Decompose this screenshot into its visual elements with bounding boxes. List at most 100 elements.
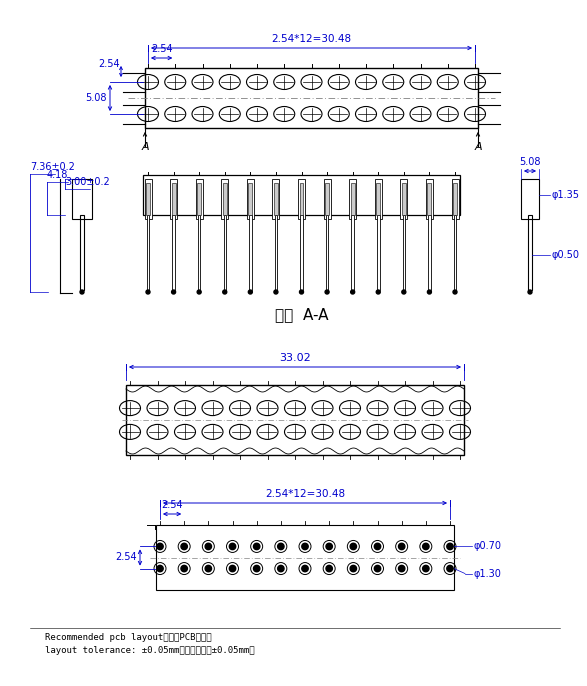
Bar <box>248 183 252 215</box>
Circle shape <box>350 565 356 571</box>
Text: φ1.30: φ1.30 <box>473 569 501 578</box>
Bar <box>247 179 254 219</box>
Circle shape <box>230 565 236 571</box>
Text: 5.08: 5.08 <box>86 93 107 103</box>
Bar <box>351 183 355 215</box>
Text: φ0.50: φ0.50 <box>551 250 579 260</box>
Circle shape <box>181 543 187 549</box>
Bar <box>173 215 175 290</box>
Bar <box>300 215 303 290</box>
Text: 4.18: 4.18 <box>47 170 68 180</box>
Bar <box>197 183 201 215</box>
Text: A: A <box>141 142 149 152</box>
Bar <box>453 183 457 215</box>
Bar <box>376 183 380 215</box>
Bar <box>426 179 433 219</box>
Text: 2.54*12=30.48: 2.54*12=30.48 <box>271 34 352 44</box>
Bar <box>400 179 407 219</box>
Text: 5.08: 5.08 <box>519 157 541 167</box>
Bar <box>249 215 252 290</box>
Bar <box>143 175 460 215</box>
Circle shape <box>205 565 211 571</box>
Circle shape <box>402 290 406 294</box>
Text: A: A <box>474 142 482 152</box>
Bar <box>198 215 200 290</box>
Circle shape <box>171 290 176 294</box>
Bar <box>402 183 406 215</box>
Bar <box>454 215 456 290</box>
Circle shape <box>278 543 284 549</box>
Circle shape <box>453 290 457 294</box>
Text: 2.54: 2.54 <box>116 552 137 563</box>
Circle shape <box>399 543 405 549</box>
Circle shape <box>157 565 163 571</box>
Bar <box>221 179 228 219</box>
Circle shape <box>254 565 260 571</box>
Bar <box>375 179 382 219</box>
Text: 2.54: 2.54 <box>161 500 183 510</box>
Circle shape <box>146 290 150 294</box>
Text: 2.54*12=30.48: 2.54*12=30.48 <box>265 489 345 499</box>
Circle shape <box>447 565 453 571</box>
Text: 33.02: 33.02 <box>279 353 311 363</box>
Circle shape <box>302 565 308 571</box>
Circle shape <box>80 290 84 294</box>
Bar <box>326 215 328 290</box>
Text: 7.36±0.2: 7.36±0.2 <box>30 162 75 172</box>
Bar <box>427 183 431 215</box>
Circle shape <box>157 543 163 549</box>
Circle shape <box>350 290 355 294</box>
Circle shape <box>302 543 308 549</box>
Text: φ1.35: φ1.35 <box>551 190 579 200</box>
Text: φ0.70: φ0.70 <box>473 541 501 552</box>
Circle shape <box>423 543 429 549</box>
Bar <box>145 68 478 128</box>
Bar <box>377 215 380 290</box>
Circle shape <box>326 543 332 549</box>
Text: 截面  A-A: 截面 A-A <box>275 307 328 322</box>
Bar <box>352 215 354 290</box>
Bar <box>144 179 151 219</box>
Circle shape <box>528 290 532 294</box>
Text: 2.54: 2.54 <box>151 44 173 54</box>
Bar <box>521 179 539 219</box>
Circle shape <box>254 543 260 549</box>
Bar <box>528 215 532 290</box>
Bar <box>171 183 176 215</box>
Text: 3.00±0.2: 3.00±0.2 <box>65 177 110 187</box>
Bar <box>272 179 279 219</box>
Bar <box>428 215 431 290</box>
Circle shape <box>325 290 329 294</box>
Bar <box>299 183 303 215</box>
Bar <box>298 179 305 219</box>
Circle shape <box>375 543 381 549</box>
Text: 2.54: 2.54 <box>98 59 120 69</box>
Circle shape <box>197 290 201 294</box>
Circle shape <box>205 543 211 549</box>
Bar <box>72 179 92 219</box>
Bar <box>170 179 177 219</box>
Circle shape <box>399 565 405 571</box>
Circle shape <box>222 290 227 294</box>
Bar <box>403 215 405 290</box>
Circle shape <box>447 543 453 549</box>
Circle shape <box>274 290 278 294</box>
Bar <box>325 183 329 215</box>
Bar <box>146 183 150 215</box>
Circle shape <box>376 290 380 294</box>
Text: Recommended pcb layout＜推荐PCB布局＞: Recommended pcb layout＜推荐PCB布局＞ <box>45 633 212 642</box>
Bar <box>323 179 330 219</box>
Circle shape <box>375 565 381 571</box>
Circle shape <box>299 290 303 294</box>
Circle shape <box>230 543 236 549</box>
Circle shape <box>427 290 431 294</box>
Bar <box>156 525 454 590</box>
Circle shape <box>350 543 356 549</box>
Text: layout tolerance: ±0.05mm＜布局公差：±0.05mm＞: layout tolerance: ±0.05mm＜布局公差：±0.05mm＞ <box>45 646 255 655</box>
Circle shape <box>278 565 284 571</box>
Circle shape <box>248 290 252 294</box>
Circle shape <box>181 565 187 571</box>
Bar <box>275 215 277 290</box>
Circle shape <box>423 565 429 571</box>
Circle shape <box>326 565 332 571</box>
